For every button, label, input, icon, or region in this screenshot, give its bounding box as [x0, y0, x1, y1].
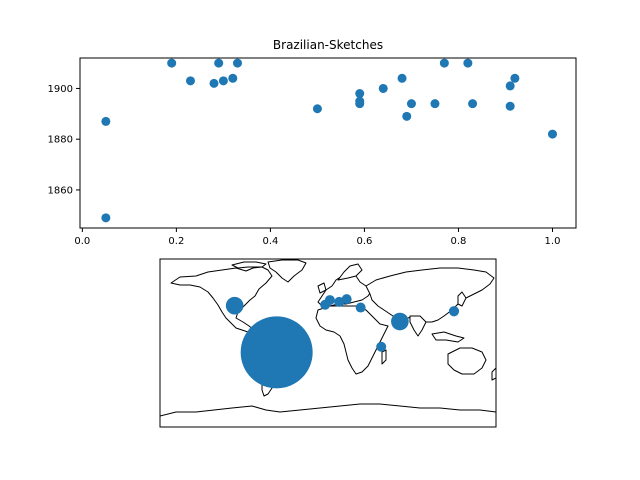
africa-coastline: [315, 305, 389, 375]
map-bubbles: [225, 294, 460, 389]
scatter-point-13: [378, 83, 388, 93]
australia-coastline: [447, 347, 487, 375]
map-bubble-8: [341, 294, 352, 305]
x-tick-label: 0.4: [262, 236, 278, 247]
map-bubble-2: [391, 312, 409, 331]
north-america-coastline: [170, 266, 273, 336]
scandinavia-coastline: [337, 263, 363, 281]
japan-coastline: [457, 291, 467, 307]
scatter-point-19: [463, 58, 473, 68]
scatter-points: [101, 58, 557, 223]
indonesia-coastline: [431, 331, 465, 343]
world-map-chart: [159, 258, 497, 428]
india-coastline: [409, 315, 427, 337]
scatter-point-11: [355, 96, 365, 106]
antarctica-coastline: [160, 403, 496, 427]
arctic-islands-coastline: [231, 261, 267, 269]
x-tick-label: 0.0: [74, 236, 90, 247]
y-tick-label: 1900: [48, 84, 73, 95]
scatter-point-16: [406, 99, 416, 109]
scatter-plot-frame: [79, 57, 577, 229]
scatter-point-15: [402, 111, 412, 121]
x-tick-label: 0.2: [168, 236, 184, 247]
map-bubble-4: [376, 341, 387, 352]
scatter-chart: Brazilian-Sketches 0.0 0.2 0.4 0.6 0.8 1.0 18…: [48, 38, 577, 247]
scatter-title: Brazilian-Sketches: [273, 38, 383, 52]
greenland-coastline: [267, 259, 307, 283]
scatter-point-14: [397, 73, 407, 83]
y-axis-ticks: 1860 1880 1900: [48, 84, 80, 196]
y-tick-label: 1860: [48, 185, 73, 196]
scatter-point-7: [228, 73, 238, 83]
map-bubble-3: [448, 306, 460, 317]
scatter-point-6: [218, 76, 228, 86]
madagascar-coastline: [381, 349, 387, 365]
scatter-point-24: [547, 129, 557, 139]
x-tick-label: 0.6: [356, 236, 372, 247]
scatter-point-22: [505, 81, 515, 91]
scatter-point-18: [439, 58, 449, 68]
map-bubble-9: [355, 302, 366, 313]
map-bubble-0: [240, 316, 313, 389]
new-zealand-coastline: [491, 367, 496, 381]
x-tick-label: 1.0: [545, 236, 561, 247]
map-bubble-6: [320, 299, 331, 310]
scatter-point-9: [312, 104, 322, 114]
scatter-point-2: [167, 58, 177, 68]
scatter-point-21: [505, 101, 515, 111]
scatter-point-20: [468, 99, 478, 109]
scatter-point-1: [101, 116, 111, 126]
x-tick-label: 0.8: [451, 236, 467, 247]
map-frame: [159, 258, 497, 428]
scatter-point-8: [232, 58, 242, 68]
x-axis-ticks: 0.0 0.2 0.4 0.6 0.8 1.0: [74, 228, 560, 247]
y-tick-label: 1880: [48, 135, 73, 146]
british-isles-coastline: [317, 282, 327, 294]
scatter-point-17: [430, 99, 440, 109]
map-land-layer: [160, 259, 496, 427]
scatter-point-23: [510, 73, 520, 83]
scatter-point-4: [209, 78, 219, 88]
map-bubble-1: [225, 296, 244, 315]
scatter-point-3: [185, 76, 195, 86]
asia-coastline: [365, 267, 495, 323]
scatter-point-0: [101, 213, 111, 223]
scatter-point-5: [214, 58, 224, 68]
scatter-point-12: [355, 89, 365, 99]
